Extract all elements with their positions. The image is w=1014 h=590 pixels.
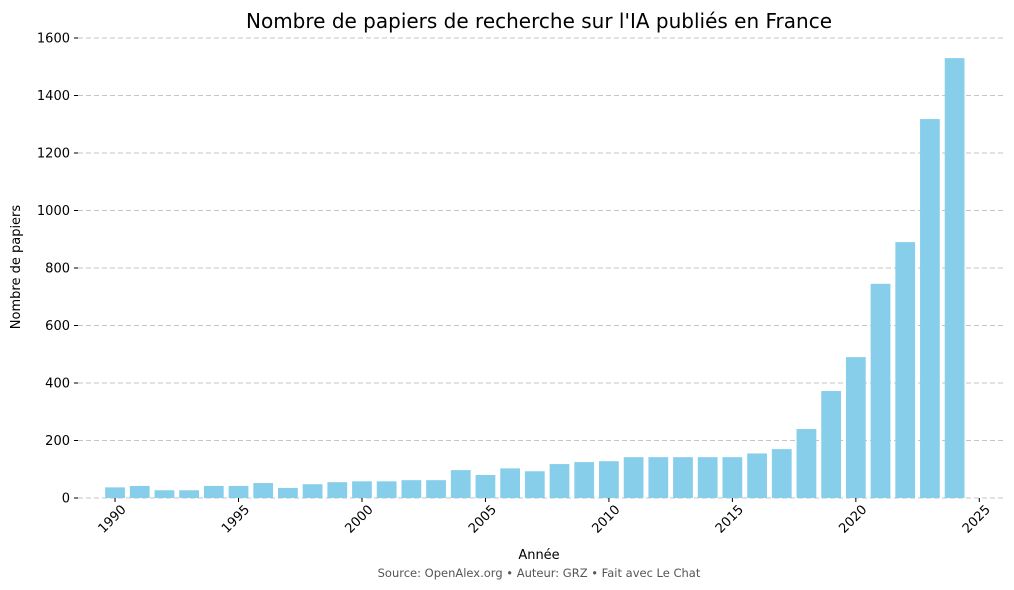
bar-2005 [475,475,496,498]
bar-2006 [500,468,521,498]
bar-2004 [450,470,471,498]
bar-2008 [549,464,570,498]
y-tick-label: 0 [62,492,70,507]
y-tick-label: 800 [45,262,70,277]
bar-2002 [401,480,422,498]
x-tick-label: 2020 [836,503,870,537]
x-tick-label: 2025 [960,503,994,537]
bar-2013 [673,457,693,498]
x-tick-label: 2015 [713,503,747,537]
bar-1990 [105,487,125,498]
x-axis-ticks: 1990 1995 2000 2005 2010 2015 2020 2025 [96,498,994,537]
bar-1996 [253,483,274,498]
chart-title: Nombre de papiers de recherche sur l'IA … [246,9,832,33]
bar-1993 [179,490,199,498]
bar-2003 [426,480,446,498]
bar-2000 [352,481,372,498]
bar-2010 [599,461,619,498]
bar-2020 [845,357,866,498]
x-tick-label: 2005 [466,503,500,537]
bar-2016 [747,453,767,498]
bars [105,58,965,498]
bar-2001 [376,481,397,498]
y-tick-label: 200 [45,434,70,449]
y-tick-label: 1600 [37,32,70,47]
bar-1999 [327,482,348,498]
bar-1992 [154,490,175,498]
bar-1994 [203,485,224,498]
y-tick-label: 1400 [37,89,70,104]
y-tick-label: 400 [45,377,70,392]
bar-1991 [129,485,150,498]
bar-2022 [895,242,916,498]
y-tick-label: 600 [45,319,70,334]
bar-1997 [278,487,298,498]
y-axis-ticks: 0 200 400 600 800 1000 1200 1400 1600 [37,32,78,507]
x-tick-label: 2010 [589,503,623,537]
x-tick-label: 2000 [342,503,376,537]
bar-2014 [697,457,718,498]
y-axis-label: Nombre de papiers [9,205,24,330]
bar-2007 [524,471,545,498]
bar-2009 [574,462,595,498]
bar-2011 [623,457,644,498]
bar-2018 [796,429,817,498]
bar-2023 [920,119,940,498]
bar-2012 [648,457,669,498]
bar-2017 [771,449,792,498]
bar-2019 [821,391,842,498]
source-caption: Source: OpenAlex.org • Auteur: GRZ • Fai… [378,566,701,580]
bar-1998 [302,484,323,498]
x-tick-label: 1995 [219,503,253,537]
y-tick-label: 1200 [37,147,70,162]
x-axis-label: Année [518,548,559,563]
x-tick-label: 1990 [96,503,130,537]
y-tick-label: 1000 [37,204,70,219]
bar-2015 [722,457,743,498]
bar-2021 [870,283,891,498]
bar-2024 [944,58,965,498]
bar-1995 [228,485,249,498]
